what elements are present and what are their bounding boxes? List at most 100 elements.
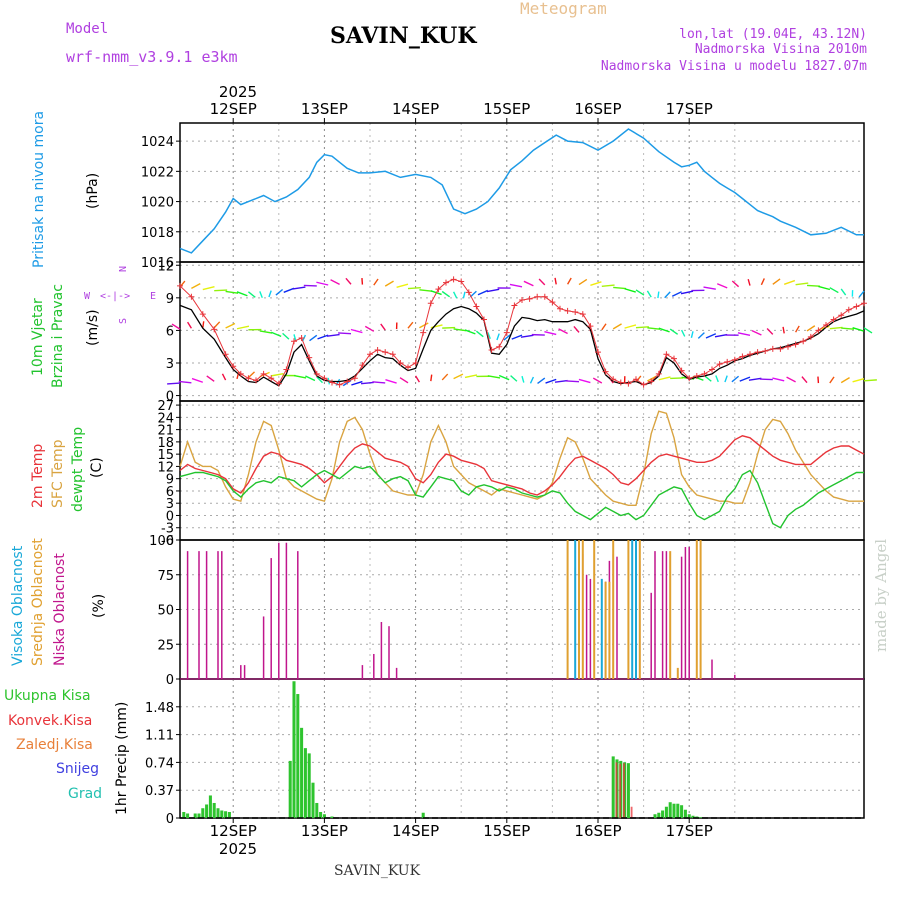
sfc-temp-line xyxy=(179,410,864,506)
convective-rain-bar xyxy=(615,762,618,818)
wind-gust-marker xyxy=(291,338,297,345)
wind-gust-marker xyxy=(496,343,503,350)
wind-gust-marker xyxy=(541,293,548,300)
wind-arrow xyxy=(573,325,580,333)
wind-gust-marker xyxy=(374,346,381,353)
panel-precip: 0 0.37 0.74 1.11 1.48 xyxy=(145,678,865,827)
y-tick-label: 12 xyxy=(157,259,174,274)
wind-arrow xyxy=(236,325,250,330)
y-tick-label: 0 xyxy=(166,812,174,827)
y-tick-label: 0 xyxy=(166,390,174,405)
wind-gust-marker xyxy=(785,343,791,350)
y-tick-label: 0 xyxy=(166,509,174,524)
compass-arrows: <-|-> xyxy=(100,291,130,302)
wind-arrow xyxy=(635,289,645,296)
wind-gust-marker xyxy=(845,306,852,313)
legend-convective: Konvek.Kisa xyxy=(8,713,92,729)
legend-rain: Ukupna Kisa xyxy=(4,688,91,704)
rain-bar xyxy=(212,802,216,818)
wind-gust-marker xyxy=(481,316,487,323)
wind-gust-marker xyxy=(488,346,495,353)
temp-unit: (C) xyxy=(89,457,105,478)
rain-bar xyxy=(186,813,190,818)
panel-frame xyxy=(179,400,865,541)
y-tick-label: 21 xyxy=(157,424,174,439)
wind-arrow xyxy=(453,373,464,380)
y-tick-label: 6 xyxy=(166,485,174,500)
wind-gust-marker xyxy=(655,370,662,377)
wind-subtitle: Brzina i Pravac xyxy=(50,284,66,388)
wind-gust-marker xyxy=(747,351,753,358)
compass-north: N xyxy=(118,266,129,272)
wind-arrow xyxy=(510,375,518,382)
wind-arrow xyxy=(657,291,660,299)
wind-arrow xyxy=(566,277,572,285)
wind-arrow xyxy=(538,278,546,286)
wind-arrow xyxy=(544,331,557,336)
wind-arrow xyxy=(731,280,740,288)
wind-gust-marker xyxy=(686,375,693,382)
rain-bar xyxy=(676,803,680,818)
wind-arrow xyxy=(305,375,316,382)
wind-arrow xyxy=(841,327,855,330)
wind-gust-marker xyxy=(344,378,351,385)
wind-arrow xyxy=(372,381,386,384)
wind-arrow xyxy=(202,321,205,328)
wind-arrow xyxy=(191,282,201,289)
wind-arrow xyxy=(852,327,864,332)
wind-gust-marker xyxy=(678,367,685,374)
wind-arrow xyxy=(863,327,873,334)
rain-bar xyxy=(322,814,326,818)
wind-arrow xyxy=(731,375,740,383)
wind-arrow xyxy=(658,376,671,381)
meteogram-title: Meteogram xyxy=(520,0,607,18)
wind-arrow xyxy=(364,325,375,332)
legend-hail: Grad xyxy=(68,786,102,802)
wind-gust-marker xyxy=(519,297,525,304)
pressure-line xyxy=(179,128,864,254)
compass-east: E xyxy=(150,291,156,302)
wind-arrow xyxy=(737,332,751,336)
wind-arrow xyxy=(545,378,557,384)
wind-gust-marker xyxy=(564,307,571,314)
y-tick-label: 0 xyxy=(166,673,174,688)
wind-gust-marker xyxy=(503,329,510,336)
wind-arrow xyxy=(554,379,568,383)
wind-arrow xyxy=(338,332,352,335)
day-label-bottom: 17SEP xyxy=(666,822,713,840)
wind-gust-marker xyxy=(435,286,442,293)
rain-bar xyxy=(699,817,703,818)
wind-gust-marker xyxy=(177,282,183,289)
wind-arrow xyxy=(206,375,215,382)
wind-gust-marker xyxy=(321,375,328,382)
wind-gust-marker xyxy=(534,293,541,300)
wind-arrow xyxy=(441,290,451,298)
wind-arrow xyxy=(590,281,602,286)
wind-gust-marker xyxy=(617,379,624,386)
wind-gust-marker xyxy=(473,303,480,310)
wind-arrow xyxy=(396,283,409,288)
wind-arrow xyxy=(566,380,580,383)
convective-rain-bar xyxy=(623,763,625,818)
wind-arrow xyxy=(840,288,847,296)
wind-arrow xyxy=(191,377,204,383)
wind-arrow xyxy=(613,286,627,290)
day-label-bottom: 16SEP xyxy=(574,822,621,840)
rain-bar xyxy=(611,756,615,818)
wind-arrow xyxy=(171,323,181,330)
wind-unit: (m/s) xyxy=(85,309,101,346)
rain-bar xyxy=(672,803,676,818)
wind-arrow xyxy=(247,371,255,379)
y-tick-label: 1022 xyxy=(141,165,174,180)
wind-arrow xyxy=(441,373,449,381)
dewpt-title: dewpt Temp xyxy=(70,427,86,512)
rain-bar xyxy=(201,808,205,818)
wind-arrow xyxy=(664,291,671,299)
wind-gust-marker xyxy=(253,377,259,384)
wind-arrow xyxy=(259,291,263,299)
wind-arrow xyxy=(259,330,273,334)
wind-gust-marker xyxy=(313,370,320,377)
wind-arrow xyxy=(345,277,352,285)
compass-west: W xyxy=(84,291,91,302)
wind-gust-marker xyxy=(511,302,518,309)
